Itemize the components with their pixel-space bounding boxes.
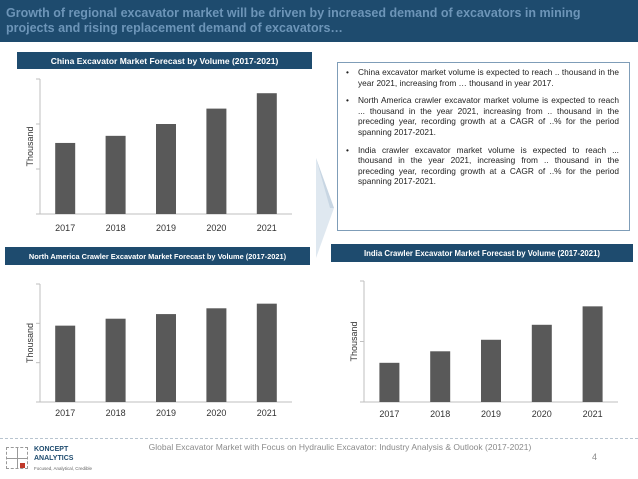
bullet-icon: • [346, 95, 349, 106]
x-tick-label: 2021 [257, 408, 277, 418]
x-tick-label: 2019 [481, 409, 501, 419]
x-tick-label: 2017 [55, 408, 75, 418]
bar-2018 [430, 351, 451, 402]
bullet-icon: • [346, 144, 349, 155]
bar-2021 [582, 306, 603, 402]
info-bullet-text: China excavator market volume is expecte… [358, 67, 619, 88]
x-tick-label: 2018 [106, 223, 126, 233]
info-bullet-list: • China excavator market volume is expec… [346, 67, 619, 187]
bullet-icon: • [346, 67, 349, 77]
bar-2019 [156, 314, 176, 402]
north-america-chart-title: North America Crawler Excavator Market F… [5, 247, 310, 265]
bar-2021 [256, 303, 277, 402]
x-tick-label: 2018 [106, 408, 126, 418]
logo-name-line1: KONCEPT [34, 446, 69, 453]
page-title: Growth of regional excavator market will… [6, 6, 581, 35]
info-bullet-item: • North America crawler excavator market… [346, 95, 619, 137]
koncept-logo-icon [6, 447, 28, 469]
bar-2018 [105, 135, 126, 214]
company-logo: KONCEPT ANALYTICS Focused, Analytical, C… [2, 441, 112, 477]
x-tick-label: 2019 [156, 223, 176, 233]
info-bullet-item: • India crawler excavator market volume … [346, 145, 619, 187]
bar-2017 [379, 362, 400, 402]
info-bullet-text: North America crawler excavator market v… [358, 95, 619, 137]
bar-2019 [481, 339, 501, 402]
header-bar: Growth of regional excavator market will… [0, 0, 638, 42]
logo-name: KONCEPT ANALYTICS [34, 446, 73, 463]
bar-2020 [206, 108, 227, 214]
bar-2020 [531, 324, 552, 402]
info-box: • China excavator market volume is expec… [337, 62, 630, 231]
y-axis-label: Thousand [25, 323, 35, 363]
page-number: 4 [592, 452, 598, 462]
x-tick-label: 2020 [206, 223, 226, 233]
bar-2018 [105, 318, 126, 402]
footer-text: Global Excavator Market with Focus on Hy… [148, 442, 532, 452]
logo-name-line2: ANALYTICS [34, 454, 74, 462]
logo-tagline: Focused, Analytical, Credible [34, 466, 93, 471]
x-tick-label: 2017 [379, 409, 399, 419]
bar-2019 [156, 124, 176, 214]
bar-2021 [256, 93, 277, 214]
bar-2017 [55, 325, 76, 402]
bar-2017 [55, 142, 76, 214]
x-tick-label: 2020 [206, 408, 226, 418]
x-tick-label: 2017 [55, 223, 75, 233]
info-bullet-text: India crawler excavator market volume is… [358, 144, 619, 187]
x-tick-label: 2021 [583, 409, 603, 419]
y-axis-label: Thousand [349, 321, 359, 361]
india-chart-title: India Crawler Excavator Market Forecast … [331, 244, 633, 262]
x-tick-label: 2019 [156, 408, 176, 418]
x-tick-label: 2021 [257, 223, 277, 233]
china-chart-title: China Excavator Market Forecast by Volum… [17, 52, 312, 69]
info-bullet-item: • China excavator market volume is expec… [346, 67, 619, 88]
y-axis-label: Thousand [25, 126, 35, 166]
footer-divider [0, 438, 638, 439]
x-tick-label: 2018 [430, 409, 450, 419]
bar-2020 [206, 308, 227, 402]
x-tick-label: 2020 [532, 409, 552, 419]
